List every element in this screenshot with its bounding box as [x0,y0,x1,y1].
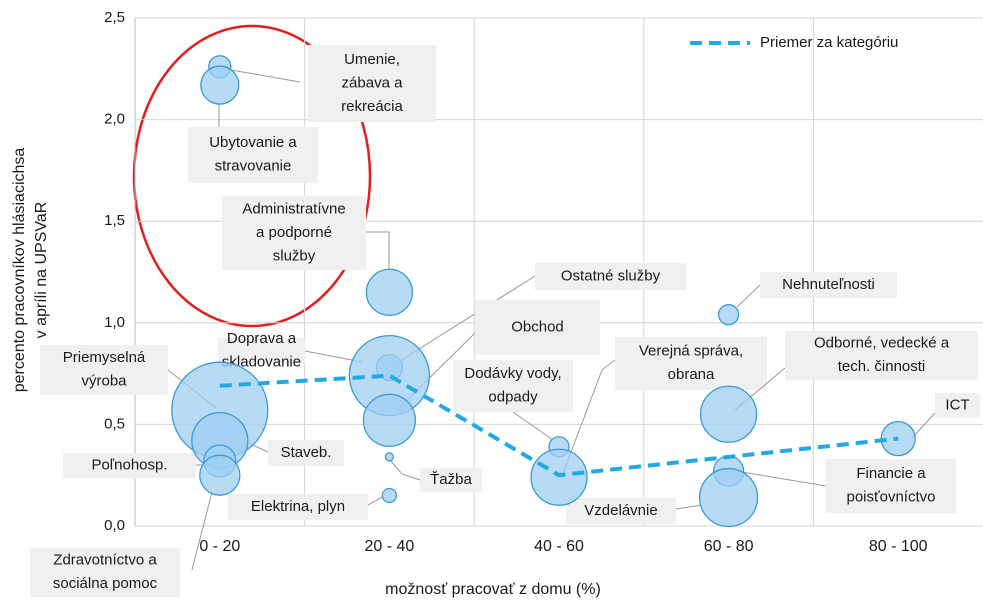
y-tick-label: 1,0 [104,314,125,331]
bubble-label: Umenie, [344,51,400,68]
label-box [268,440,344,466]
leader-line [561,359,616,477]
labels: Umenie, zábava a rekreácia Ubytovanie a stra… [30,45,980,597]
bubble [381,487,398,504]
x-tick-label: 20 - 40 [364,538,414,555]
x-tick-label: 80 - 100 [869,538,928,555]
leader-line [736,284,761,308]
leader-line [512,411,554,441]
bubble-label: Verejná správa, [639,343,743,360]
bubble-label: stravovanie [215,158,292,175]
bubble [199,454,241,496]
highlight-circle [132,24,372,328]
label-box [535,263,686,290]
y-tick-label: 2,0 [104,111,125,128]
label-box [453,360,573,412]
bubble-label: Zdravotníctvo a [53,552,157,569]
y-tick-label: 0,5 [104,415,125,432]
label-box [188,127,318,183]
label-box [308,45,436,122]
label-box [566,498,676,524]
bubble [365,268,414,316]
legend-label: Priemer za kategóriu [760,34,898,51]
label-box [63,453,196,478]
leader-line [389,459,421,481]
label-box [935,393,980,418]
label-box [228,494,368,520]
bubble-label: odpady [488,389,538,406]
label-box [760,272,897,298]
grid [135,17,983,527]
y-tick-label: 0,0 [104,517,125,534]
bubble-label: Doprava a [227,330,297,347]
y-axis-label-line: v apríli na UPSVaR [33,202,50,339]
bubble-label: tech. činnosti [838,358,926,375]
bubble [717,304,740,326]
bubble-label: sociálna pomoc [53,575,158,592]
bubble-label: Dodávky vody, [464,365,561,382]
bubble [384,452,395,462]
x-axis-label: možnosť pracovať z domu (%) [385,581,601,598]
y-tick-label: 2,5 [104,9,125,26]
bubble-label: Ubytovanie a [209,134,297,151]
x-tick-label: 40 - 60 [534,538,584,555]
y-axis-label-line: percento pracovníkov hlásiacichsa [11,148,28,393]
label-box [30,548,180,597]
label-box [785,331,978,380]
bubble-label: Vzdelávnie [584,502,657,519]
bubble-label: Nehnuteľnosti [782,276,875,293]
bubble-label: zábava a [342,74,404,91]
bubble-label: Staveb. [281,444,332,461]
bubble-label: rekreácia [341,98,403,115]
leader-line [230,69,301,83]
bubble-label: poisťovníctvo [846,489,935,506]
y-tick-label: 1,5 [104,212,125,229]
bubble-label: Odborné, vedecké a [814,335,950,352]
bubble-label: Ťažba [430,471,472,488]
leader-line [366,231,390,270]
y-axis-label: percento pracovníkov hlásiacichsa v aprí… [11,148,50,393]
label-box [222,196,366,270]
bubble-label: Ostatné služby [561,267,661,284]
x-tick-label: 0 - 20 [199,538,240,555]
leader-line [741,471,827,487]
x-tick-label: 60 - 80 [704,538,754,555]
average-line [219,373,899,478]
label-box [218,338,305,364]
leader-line [675,504,703,510]
bubble-label: služby [273,247,316,264]
label-box [826,459,956,513]
bubble [362,393,417,447]
leader-line [191,491,213,571]
bubble-label: Obchod [511,318,564,335]
leader-line [367,495,385,506]
bubble-label: Administratívne [242,200,345,217]
label-box [40,345,168,395]
label-box [420,468,482,492]
bubble-label: výroba [81,373,127,390]
bubble [530,448,588,506]
leader-line [911,412,936,439]
bubble-label: Priemyselná [63,349,146,366]
bubble [200,65,240,105]
bubble-label: ICT [945,396,969,413]
label-box [475,300,600,355]
bubble-label: obrana [668,366,715,383]
label-box [615,337,767,390]
bubble [698,467,759,528]
bubble-label: a podporné [256,224,332,241]
bubble-label: Poľnohosp. [91,456,167,473]
bubble-label: skladovanie [222,354,301,371]
bubble-label: Elektrina, plyn [251,498,345,515]
bubble-label: Financie a [856,465,926,482]
bubble [699,385,758,443]
